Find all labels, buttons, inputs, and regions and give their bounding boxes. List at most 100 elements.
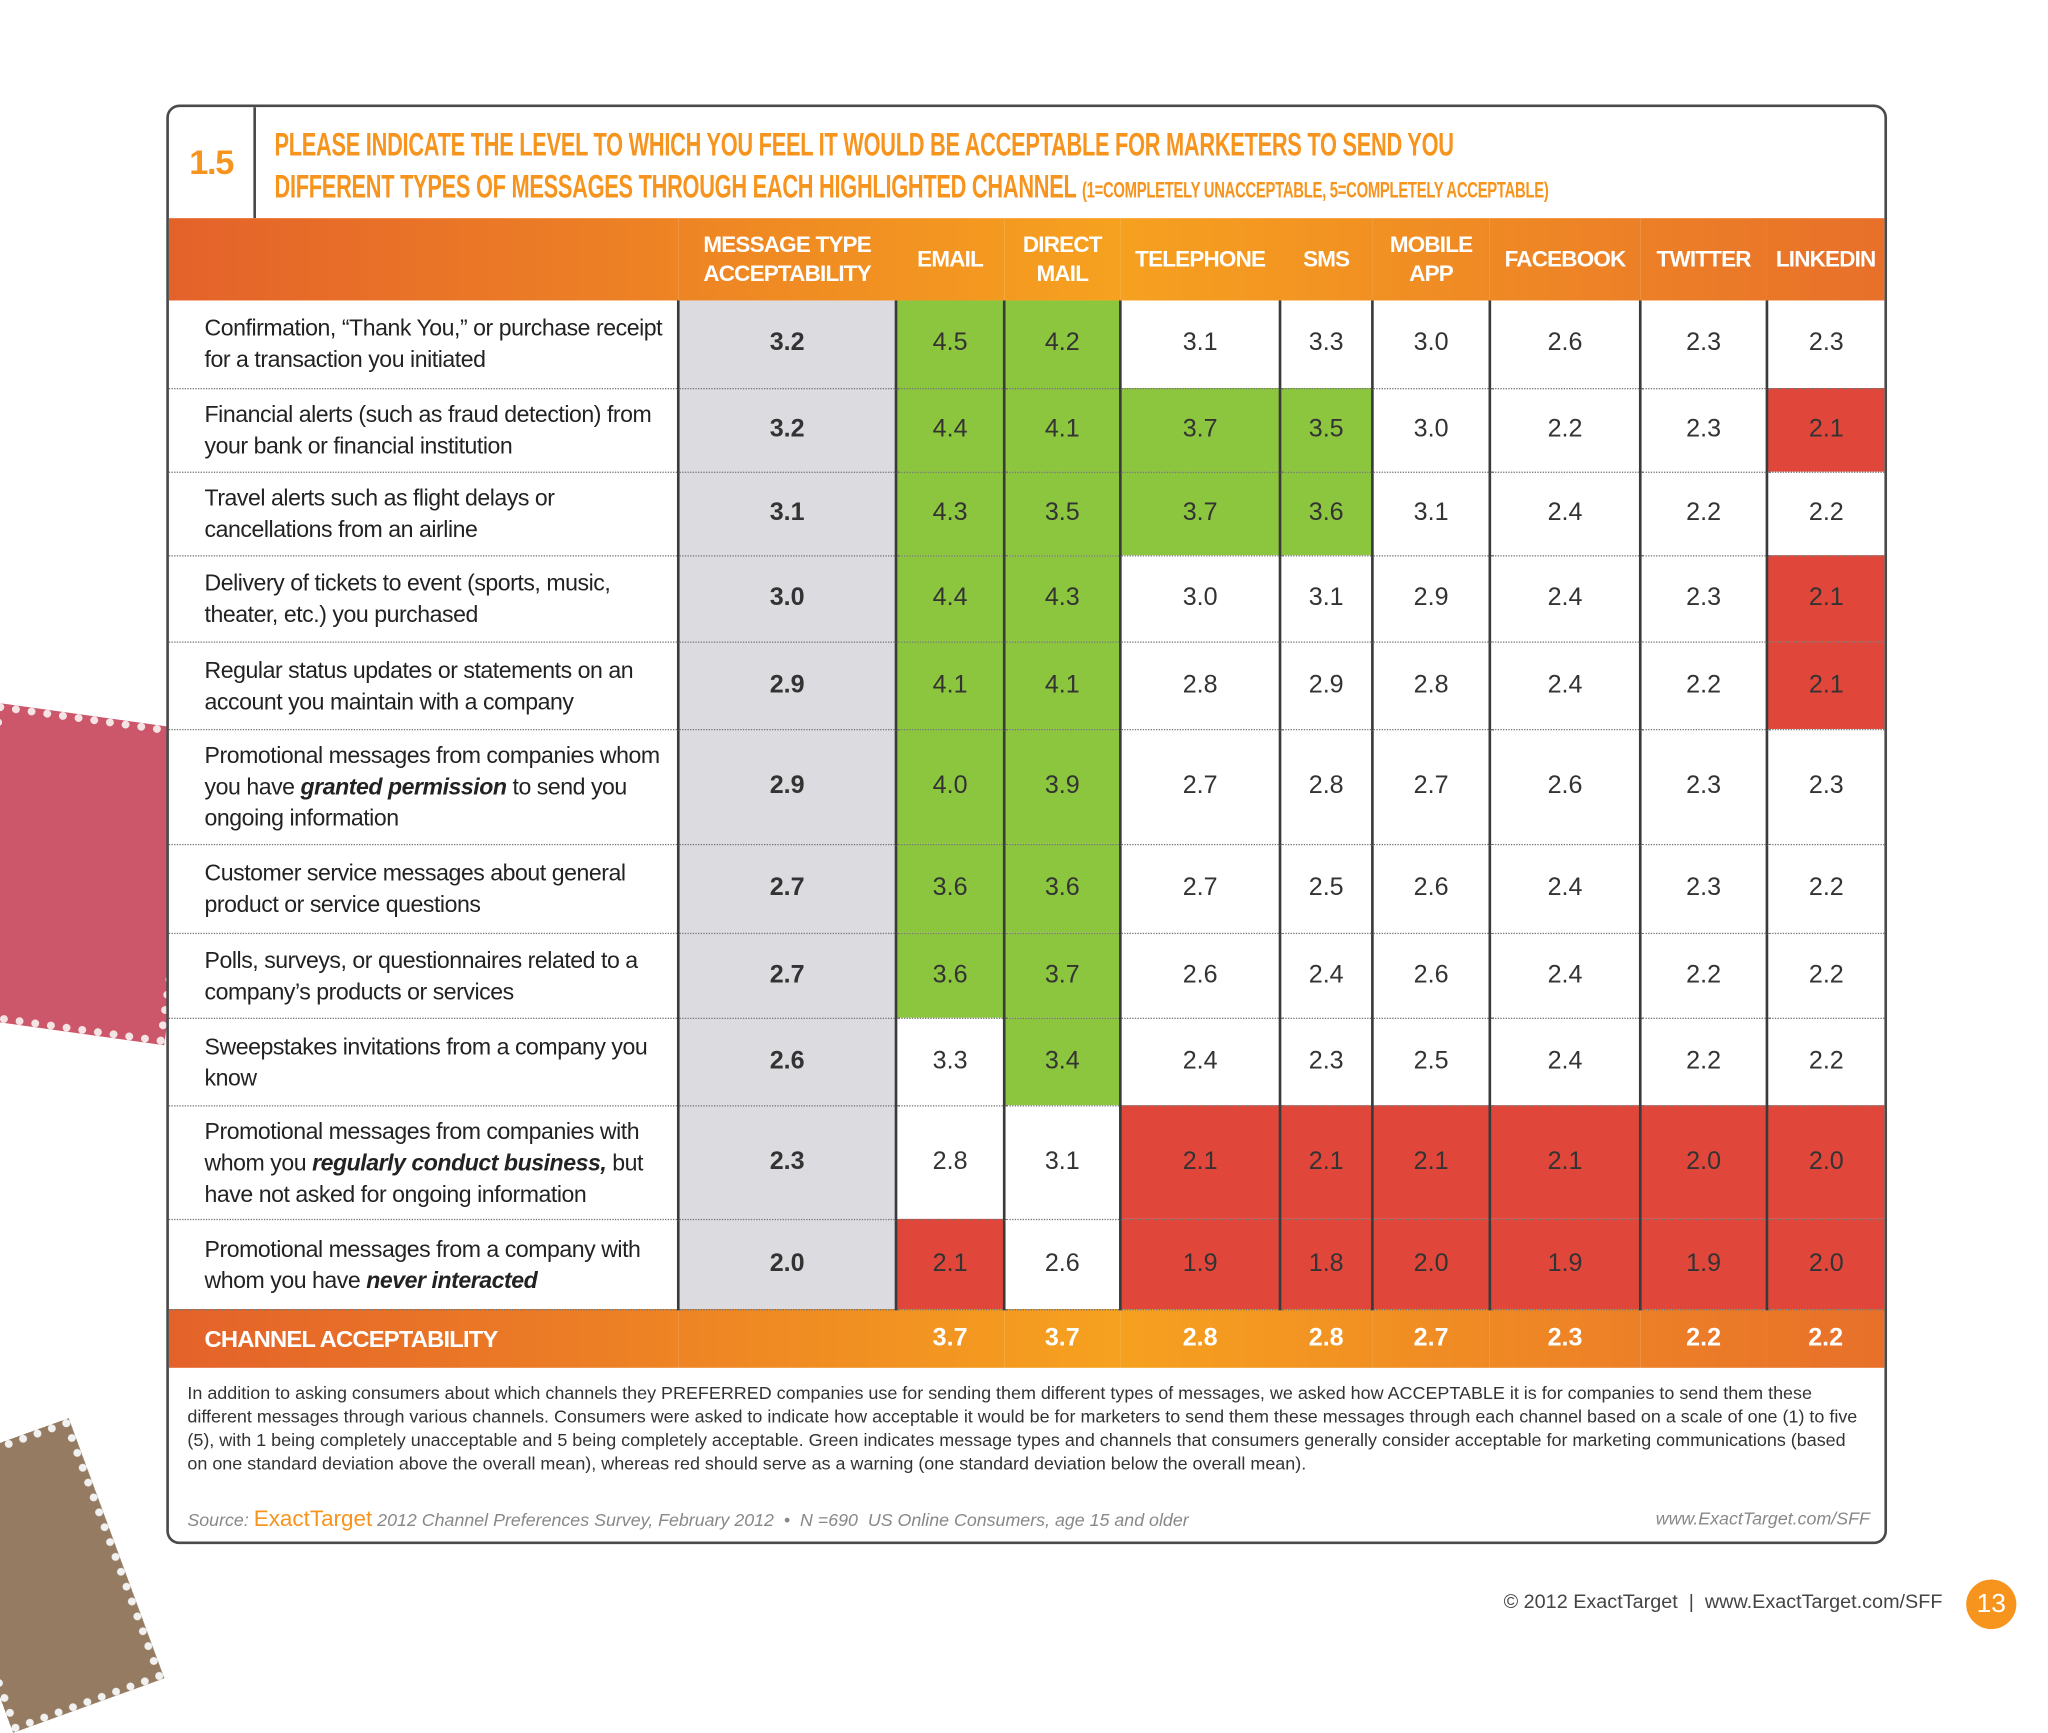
row-label: Confirmation, “Thank You,” or purchase r…	[168, 300, 679, 389]
label-text: to send you ongoing information	[204, 773, 628, 831]
footer-cell	[678, 1309, 896, 1367]
table-row: Polls, surveys, or questionnaires relate…	[168, 932, 1885, 1019]
value-cell: 2.8	[1119, 641, 1281, 730]
row-label: Promotional messages from companies whom…	[168, 728, 679, 845]
value-cell: 2.4	[1488, 1017, 1641, 1106]
label-text: Promotional messages from companies whom…	[204, 742, 661, 800]
value-cell: 2.0	[1638, 1105, 1767, 1220]
value-cell: 2.3	[1638, 728, 1767, 845]
label-text: Customer service messages about general …	[204, 859, 626, 918]
table-row: Confirmation, “Thank You,” or purchase r…	[168, 300, 1885, 389]
value-cell: 4.2	[1002, 300, 1121, 389]
title-line: DIFFERENT TYPES OF MESSAGES THROUGH EACH…	[274, 169, 1548, 207]
value-cell: 2.2	[1638, 1017, 1767, 1106]
value-cell: 4.1	[894, 641, 1005, 730]
column-header: EMAIL	[917, 246, 984, 272]
row-label: Customer service messages about general …	[168, 843, 679, 934]
source-url: www.ExactTarget.com/SFF	[1655, 1508, 1870, 1529]
table-row: Promotional messages from companies with…	[168, 1105, 1885, 1220]
value-cell: 3.3	[894, 1017, 1005, 1106]
value-cell: 3.0	[1371, 300, 1490, 389]
value-cell: 3.6	[894, 932, 1005, 1019]
value-cell: 3.6	[1002, 843, 1121, 934]
value-cell: 3.7	[1119, 471, 1281, 556]
footer-value: 2.8	[1308, 1324, 1344, 1352]
value-cell: 3.3	[1278, 300, 1373, 389]
table-body: Confirmation, “Thank You,” or purchase r…	[168, 300, 1885, 1310]
panel: 1.5 PLEASE INDICATE THE LEVEL TO WHICH Y…	[166, 104, 1888, 1545]
copyright: © 2012 ExactTarget | www.ExactTarget.com…	[1503, 1591, 1943, 1614]
row-label: Regular status updates or statements on …	[168, 641, 679, 730]
value-cell: 2.7	[1119, 728, 1281, 845]
value-cell: 3.1	[1002, 1105, 1121, 1220]
row-label: Polls, surveys, or questionnaires relate…	[168, 932, 679, 1019]
footer-value: 3.7	[932, 1324, 968, 1352]
value-cell: 3.1	[1371, 471, 1490, 556]
value-cell: 2.1	[1371, 1105, 1490, 1220]
value-cell: 2.5	[1371, 1017, 1490, 1106]
value-cell: 3.7	[1119, 388, 1281, 473]
type-cell: 2.6	[676, 1017, 897, 1106]
value-cell: 1.9	[1488, 1218, 1641, 1310]
value-cell: 2.2	[1765, 932, 1885, 1019]
value-cell: 2.7	[1371, 728, 1490, 845]
value-cell: 2.4	[1488, 471, 1641, 556]
label-text: Confirmation, “Thank You,” or purchase r…	[204, 315, 663, 373]
type-cell: 3.2	[676, 388, 897, 473]
scale-note: (1=COMPLETELY UNACCEPTABLE, 5=COMPLETELY…	[1081, 177, 1549, 203]
title-text: DIFFERENT TYPES OF MESSAGES THROUGH EACH…	[274, 168, 1077, 206]
value-cell: 2.2	[1488, 388, 1641, 473]
value-cell: 4.4	[894, 388, 1005, 473]
value-cell: 2.4	[1119, 1017, 1281, 1106]
value-cell: 2.0	[1371, 1218, 1490, 1310]
label-text: Polls, surveys, or questionnaires relate…	[204, 946, 639, 1004]
value-cell: 2.3	[1638, 555, 1767, 643]
data-table: MESSAGE TYPE ACCEPTABILITY EMAIL DIRECT MA…	[168, 218, 1885, 1368]
label-text: Regular status updates or statements on …	[204, 656, 634, 714]
row-label: Financial alerts (such as fraud detectio…	[168, 388, 679, 473]
value-cell: 3.4	[1002, 1017, 1121, 1106]
value-cell: 2.1	[1765, 388, 1885, 473]
value-cell: 2.6	[1488, 728, 1641, 845]
value-cell: 2.0	[1765, 1218, 1885, 1310]
value-cell: 2.8	[1371, 641, 1490, 730]
page-body: 1.5 PLEASE INDICATE THE LEVEL TO WHICH Y…	[0, 104, 2017, 1733]
value-cell: 3.5	[1278, 388, 1373, 473]
value-cell: 2.3	[1638, 300, 1767, 389]
header-row: MESSAGE TYPE ACCEPTABILITY EMAIL DIRECT MA…	[168, 218, 1885, 301]
value-cell: 3.1	[1119, 300, 1281, 389]
emphasis: granted permission	[300, 773, 507, 800]
value-cell: 2.2	[1638, 932, 1767, 1019]
row-label: Promotional messages from a company with…	[168, 1218, 679, 1310]
value-cell: 2.2	[1765, 1017, 1885, 1106]
value-cell: 4.4	[894, 555, 1005, 643]
footer-value: 2.2	[1686, 1324, 1722, 1352]
type-cell: 2.7	[676, 932, 897, 1019]
value-cell: 2.4	[1488, 932, 1641, 1019]
value-cell: 2.4	[1488, 641, 1641, 730]
label-text: Financial alerts (such as fraud detectio…	[204, 401, 652, 459]
row-label: Promotional messages from companies with…	[168, 1105, 679, 1220]
value-cell: 2.9	[1371, 555, 1490, 643]
page: 1.5 PLEASE INDICATE THE LEVEL TO WHICH Y…	[0, 104, 2017, 1733]
column-header: TWITTER	[1656, 246, 1752, 272]
value-cell: 2.4	[1278, 932, 1373, 1019]
section-number: 1.5	[169, 107, 257, 219]
value-cell: 1.8	[1278, 1218, 1373, 1310]
table-row: Financial alerts (such as fraud detectio…	[168, 388, 1885, 473]
value-cell: 4.5	[894, 300, 1005, 389]
value-cell: 2.4	[1488, 555, 1641, 643]
footer-value: 3.7	[1044, 1324, 1080, 1352]
value-cell: 4.3	[894, 471, 1005, 556]
label-text: Travel alerts such as flight delays or c…	[204, 484, 555, 543]
source: Source: ExactTarget 2012 Channel Prefere…	[187, 1506, 1869, 1532]
source-brand: ExactTarget	[253, 1506, 373, 1532]
table-row: Customer service messages about general …	[168, 843, 1885, 934]
value-cell: 4.1	[1002, 388, 1121, 473]
table-row: Regular status updates or statements on …	[168, 641, 1885, 730]
footer-value: 2.2	[1808, 1324, 1844, 1352]
source-text: 2012 Channel Preferences Survey, Februar…	[377, 1510, 1189, 1530]
type-cell: 2.0	[676, 1218, 897, 1310]
value-cell: 4.1	[1002, 641, 1121, 730]
value-cell: 2.2	[1765, 471, 1885, 556]
